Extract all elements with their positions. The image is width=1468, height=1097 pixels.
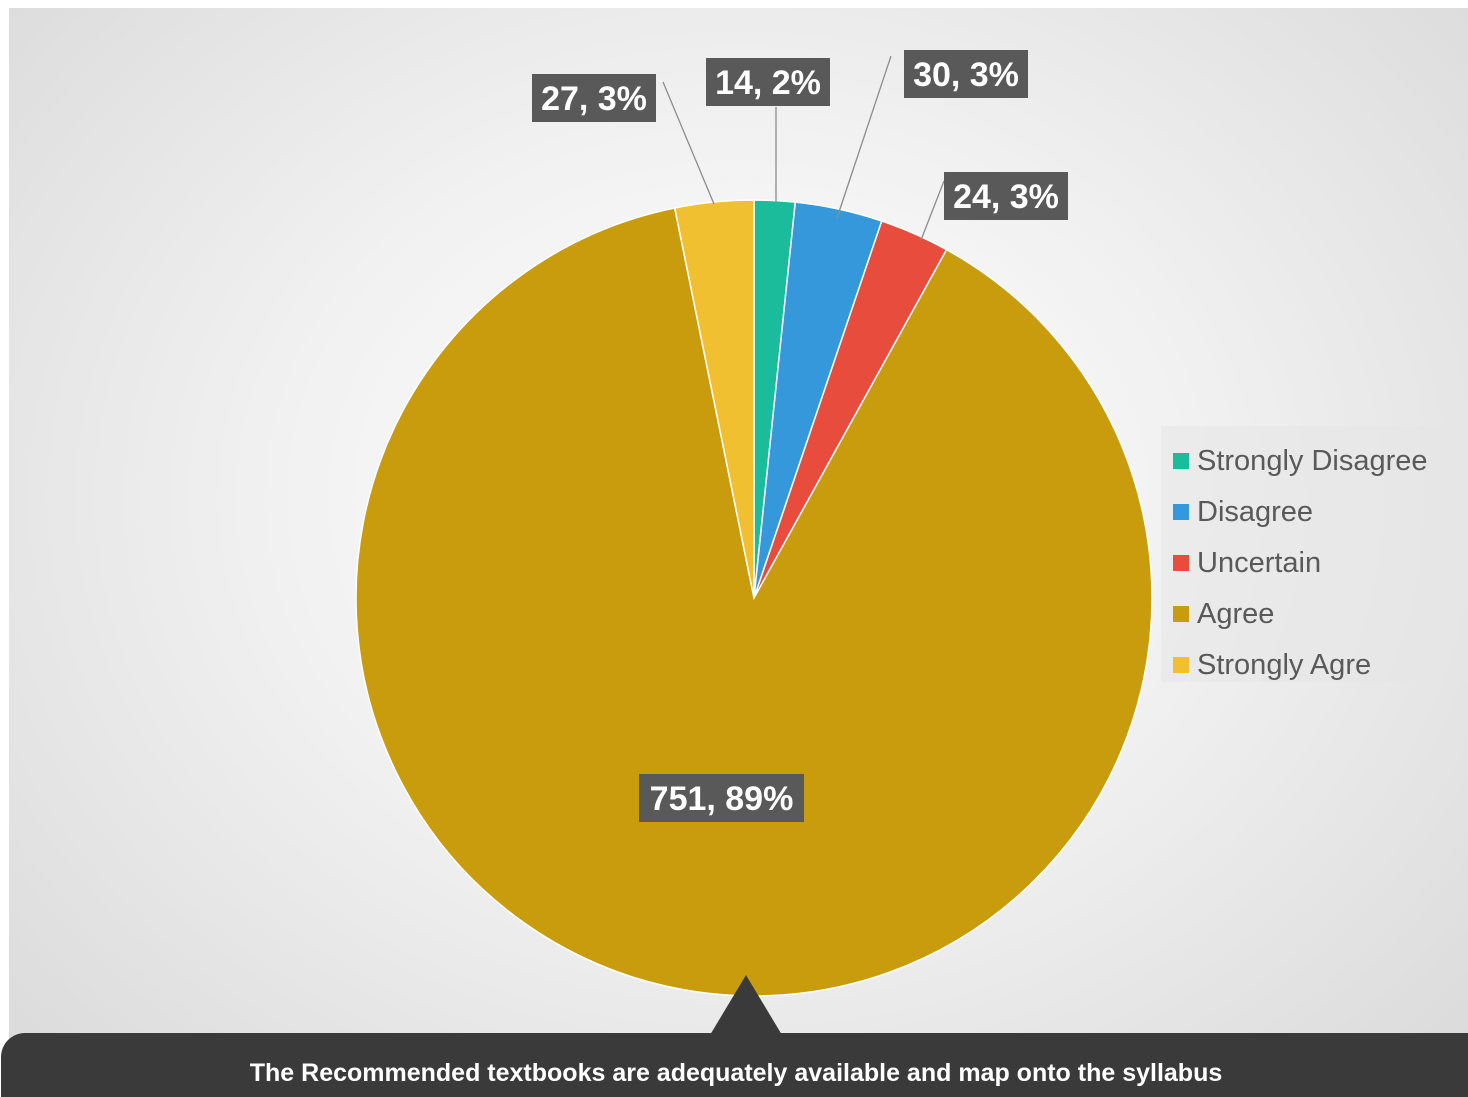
pie-slice-agree bbox=[355, 207, 1153, 997]
legend-swatch-agree bbox=[1173, 606, 1189, 622]
legend-swatch-disagree bbox=[1173, 504, 1189, 520]
leader-line-strongly-agre bbox=[662, 81, 715, 205]
legend-label-agree: Agree bbox=[1197, 597, 1275, 630]
pie-slice-strongly-agre bbox=[673, 199, 755, 599]
caption-bar: The Recommended textbooks are adequately… bbox=[1, 1033, 1468, 1097]
legend-item-disagree: Disagree bbox=[1173, 492, 1313, 532]
legend-label-strongly-disagree: Strongly Disagree bbox=[1197, 444, 1428, 477]
legend-label-disagree: Disagree bbox=[1197, 495, 1314, 528]
data-label-agree: 751, 89% bbox=[650, 780, 794, 818]
data-label-box-strongly-agre bbox=[532, 74, 656, 122]
data-label-box-strongly-disagree bbox=[706, 58, 830, 106]
legend-label-strongly-agree: Strongly Agre bbox=[1197, 648, 1372, 681]
chart-area: 14, 2% 30, 3% 24, 3% 751, 89% 27, 3% Strongl… bbox=[9, 8, 1468, 1097]
data-label-uncertain: 24, 3% bbox=[953, 178, 1059, 216]
data-label-box-uncertain bbox=[944, 172, 1068, 220]
data-label-strongly-agre: 27, 3% bbox=[541, 80, 647, 118]
legend-swatch-strongly-disagree bbox=[1173, 453, 1189, 469]
caption-pointer bbox=[710, 975, 782, 1035]
data-label-box-agree bbox=[639, 774, 804, 822]
data-label-strongly-disagree: 14, 2% bbox=[715, 64, 821, 102]
legend-item-agree: Agree bbox=[1173, 594, 1274, 634]
legend-item-uncertain: Uncertain bbox=[1173, 543, 1321, 583]
legend-label-uncertain: Uncertain bbox=[1197, 546, 1322, 579]
data-label-disagree: 30, 3% bbox=[913, 56, 1019, 94]
legend: Strongly Disagree Disagree Uncertain Agr… bbox=[1161, 426, 1468, 682]
legend-item-strongly-agree: Strongly Agre bbox=[1173, 645, 1371, 685]
pie-chart: 14, 2% 30, 3% 24, 3% 751, 89% 27, 3% bbox=[355, 50, 1153, 997]
chart-title: The Recommended textbooks are adequately… bbox=[249, 1058, 1223, 1087]
leader-line-disagree bbox=[836, 55, 892, 219]
legend-item-strongly-disagree: Strongly Disagree bbox=[1173, 441, 1428, 481]
data-label-box-disagree bbox=[904, 50, 1028, 98]
legend-swatch-strongly-agree bbox=[1173, 657, 1189, 673]
leader-line-uncertain bbox=[920, 180, 945, 241]
legend-swatch-uncertain bbox=[1173, 555, 1189, 571]
